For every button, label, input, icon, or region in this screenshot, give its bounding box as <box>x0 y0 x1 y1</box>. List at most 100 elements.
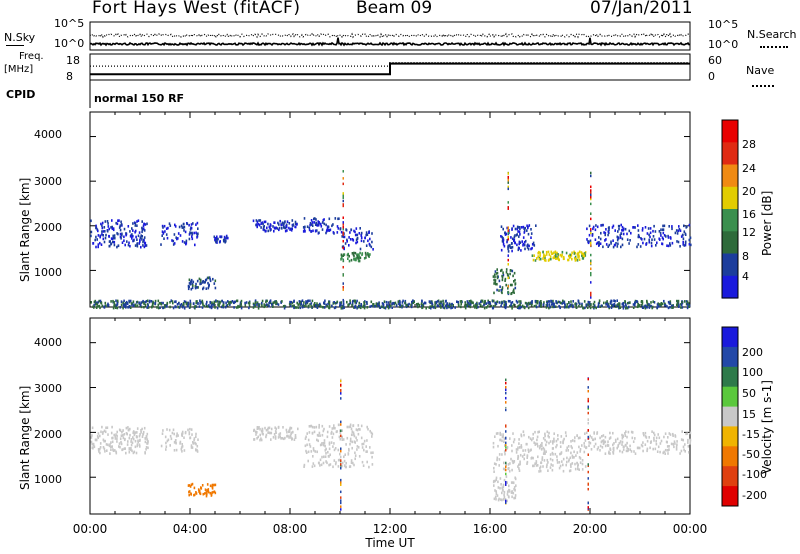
power-cell <box>157 299 160 303</box>
power-cell <box>303 228 306 231</box>
power-cell <box>104 236 107 240</box>
power-cell <box>460 300 463 303</box>
power-cell <box>504 303 507 306</box>
power-cell <box>154 301 157 305</box>
power-cell <box>192 302 195 305</box>
power-cell <box>132 302 134 306</box>
velocity-cell <box>318 431 321 435</box>
velocity-cell <box>366 460 368 464</box>
velocity-cell <box>164 435 167 439</box>
power-streak-cell <box>590 228 592 231</box>
power-cell <box>313 221 316 224</box>
velocity-cell <box>667 436 669 439</box>
power-cell <box>681 300 683 304</box>
power-streak-cell <box>590 191 592 195</box>
power-cell <box>222 238 225 242</box>
velocity-cell <box>313 464 316 468</box>
power-cell <box>634 303 636 307</box>
velocity-cell <box>683 448 685 452</box>
power-cell <box>283 304 286 308</box>
power-cell <box>340 307 343 310</box>
velocity-cell <box>92 442 95 446</box>
velocity-cell <box>508 469 511 473</box>
power-cell <box>417 305 419 309</box>
velocity-cell <box>621 443 623 446</box>
power-cell <box>143 305 145 309</box>
power-cell <box>309 222 312 225</box>
velocity-cell <box>175 434 178 438</box>
ytick-1000-top: 1000 <box>34 266 62 279</box>
power-cell <box>640 237 642 240</box>
velocity-cell <box>508 484 510 488</box>
power-cell <box>406 304 408 307</box>
velocity-cell <box>602 434 605 437</box>
power-cell <box>412 299 414 302</box>
power-cell <box>180 224 183 228</box>
power-cell <box>321 228 324 231</box>
power-cell <box>110 237 113 240</box>
power-cell <box>680 235 683 238</box>
velocity-cell <box>311 432 314 435</box>
velocity-cell <box>538 470 540 473</box>
velocity-cell <box>584 465 587 468</box>
power-cell <box>651 238 653 241</box>
power-cell <box>224 238 226 241</box>
velocity-cell <box>166 439 169 443</box>
velocity-cell <box>190 444 193 447</box>
power-cell <box>181 226 184 229</box>
power-cell <box>493 291 495 295</box>
velocity-cell <box>328 447 331 451</box>
velocity-cell <box>110 441 112 444</box>
power-cell <box>650 244 653 248</box>
power-cell <box>198 277 201 281</box>
power-cell <box>573 250 575 254</box>
power-cell <box>571 303 573 306</box>
power-cell <box>111 237 114 241</box>
power-cell <box>578 250 581 254</box>
velocity-cell <box>499 477 502 480</box>
velocity-streak-cell <box>505 378 507 382</box>
power-cell <box>370 245 373 249</box>
velocity-cell <box>354 451 356 455</box>
power-cell <box>317 304 319 307</box>
velocity-streak-cell <box>587 477 589 480</box>
power-cell <box>302 230 305 233</box>
velocity-cell <box>530 438 533 442</box>
power-streak-cell <box>590 217 592 221</box>
power-tick-4: 4 <box>742 270 749 283</box>
velocity-cell <box>544 432 546 436</box>
power-cell <box>509 246 512 249</box>
power-cell <box>319 302 321 306</box>
power-cell <box>181 240 184 243</box>
velocity-cell <box>644 443 647 446</box>
velocity-cell <box>193 486 196 490</box>
power-cell <box>206 300 208 304</box>
power-cell <box>410 303 412 307</box>
velocity-cell <box>145 446 148 449</box>
power-cell <box>679 229 682 232</box>
velocity-cell <box>640 443 643 447</box>
power-cell <box>533 304 536 308</box>
power-cell <box>132 304 134 307</box>
power-cell <box>473 304 475 308</box>
power-cell <box>511 245 514 249</box>
power-cell <box>524 301 527 305</box>
power-cell <box>185 239 188 243</box>
velocity-cell <box>209 491 212 495</box>
velocity-cell <box>522 449 524 452</box>
power-cell <box>634 301 636 304</box>
power-cell <box>248 301 251 304</box>
power-cell <box>353 229 355 233</box>
velocity-cell <box>102 446 105 449</box>
power-cell <box>586 238 588 241</box>
power-cell <box>554 253 557 257</box>
power-cell <box>224 305 227 309</box>
velocity-colorbar-swatch <box>722 446 738 467</box>
velocity-cell <box>496 494 499 497</box>
power-cell <box>349 299 351 302</box>
power-cell <box>663 299 665 303</box>
power-cell <box>676 302 679 305</box>
velocity-cell <box>596 448 599 451</box>
power-cell <box>548 303 550 306</box>
velocity-cell <box>642 449 644 453</box>
